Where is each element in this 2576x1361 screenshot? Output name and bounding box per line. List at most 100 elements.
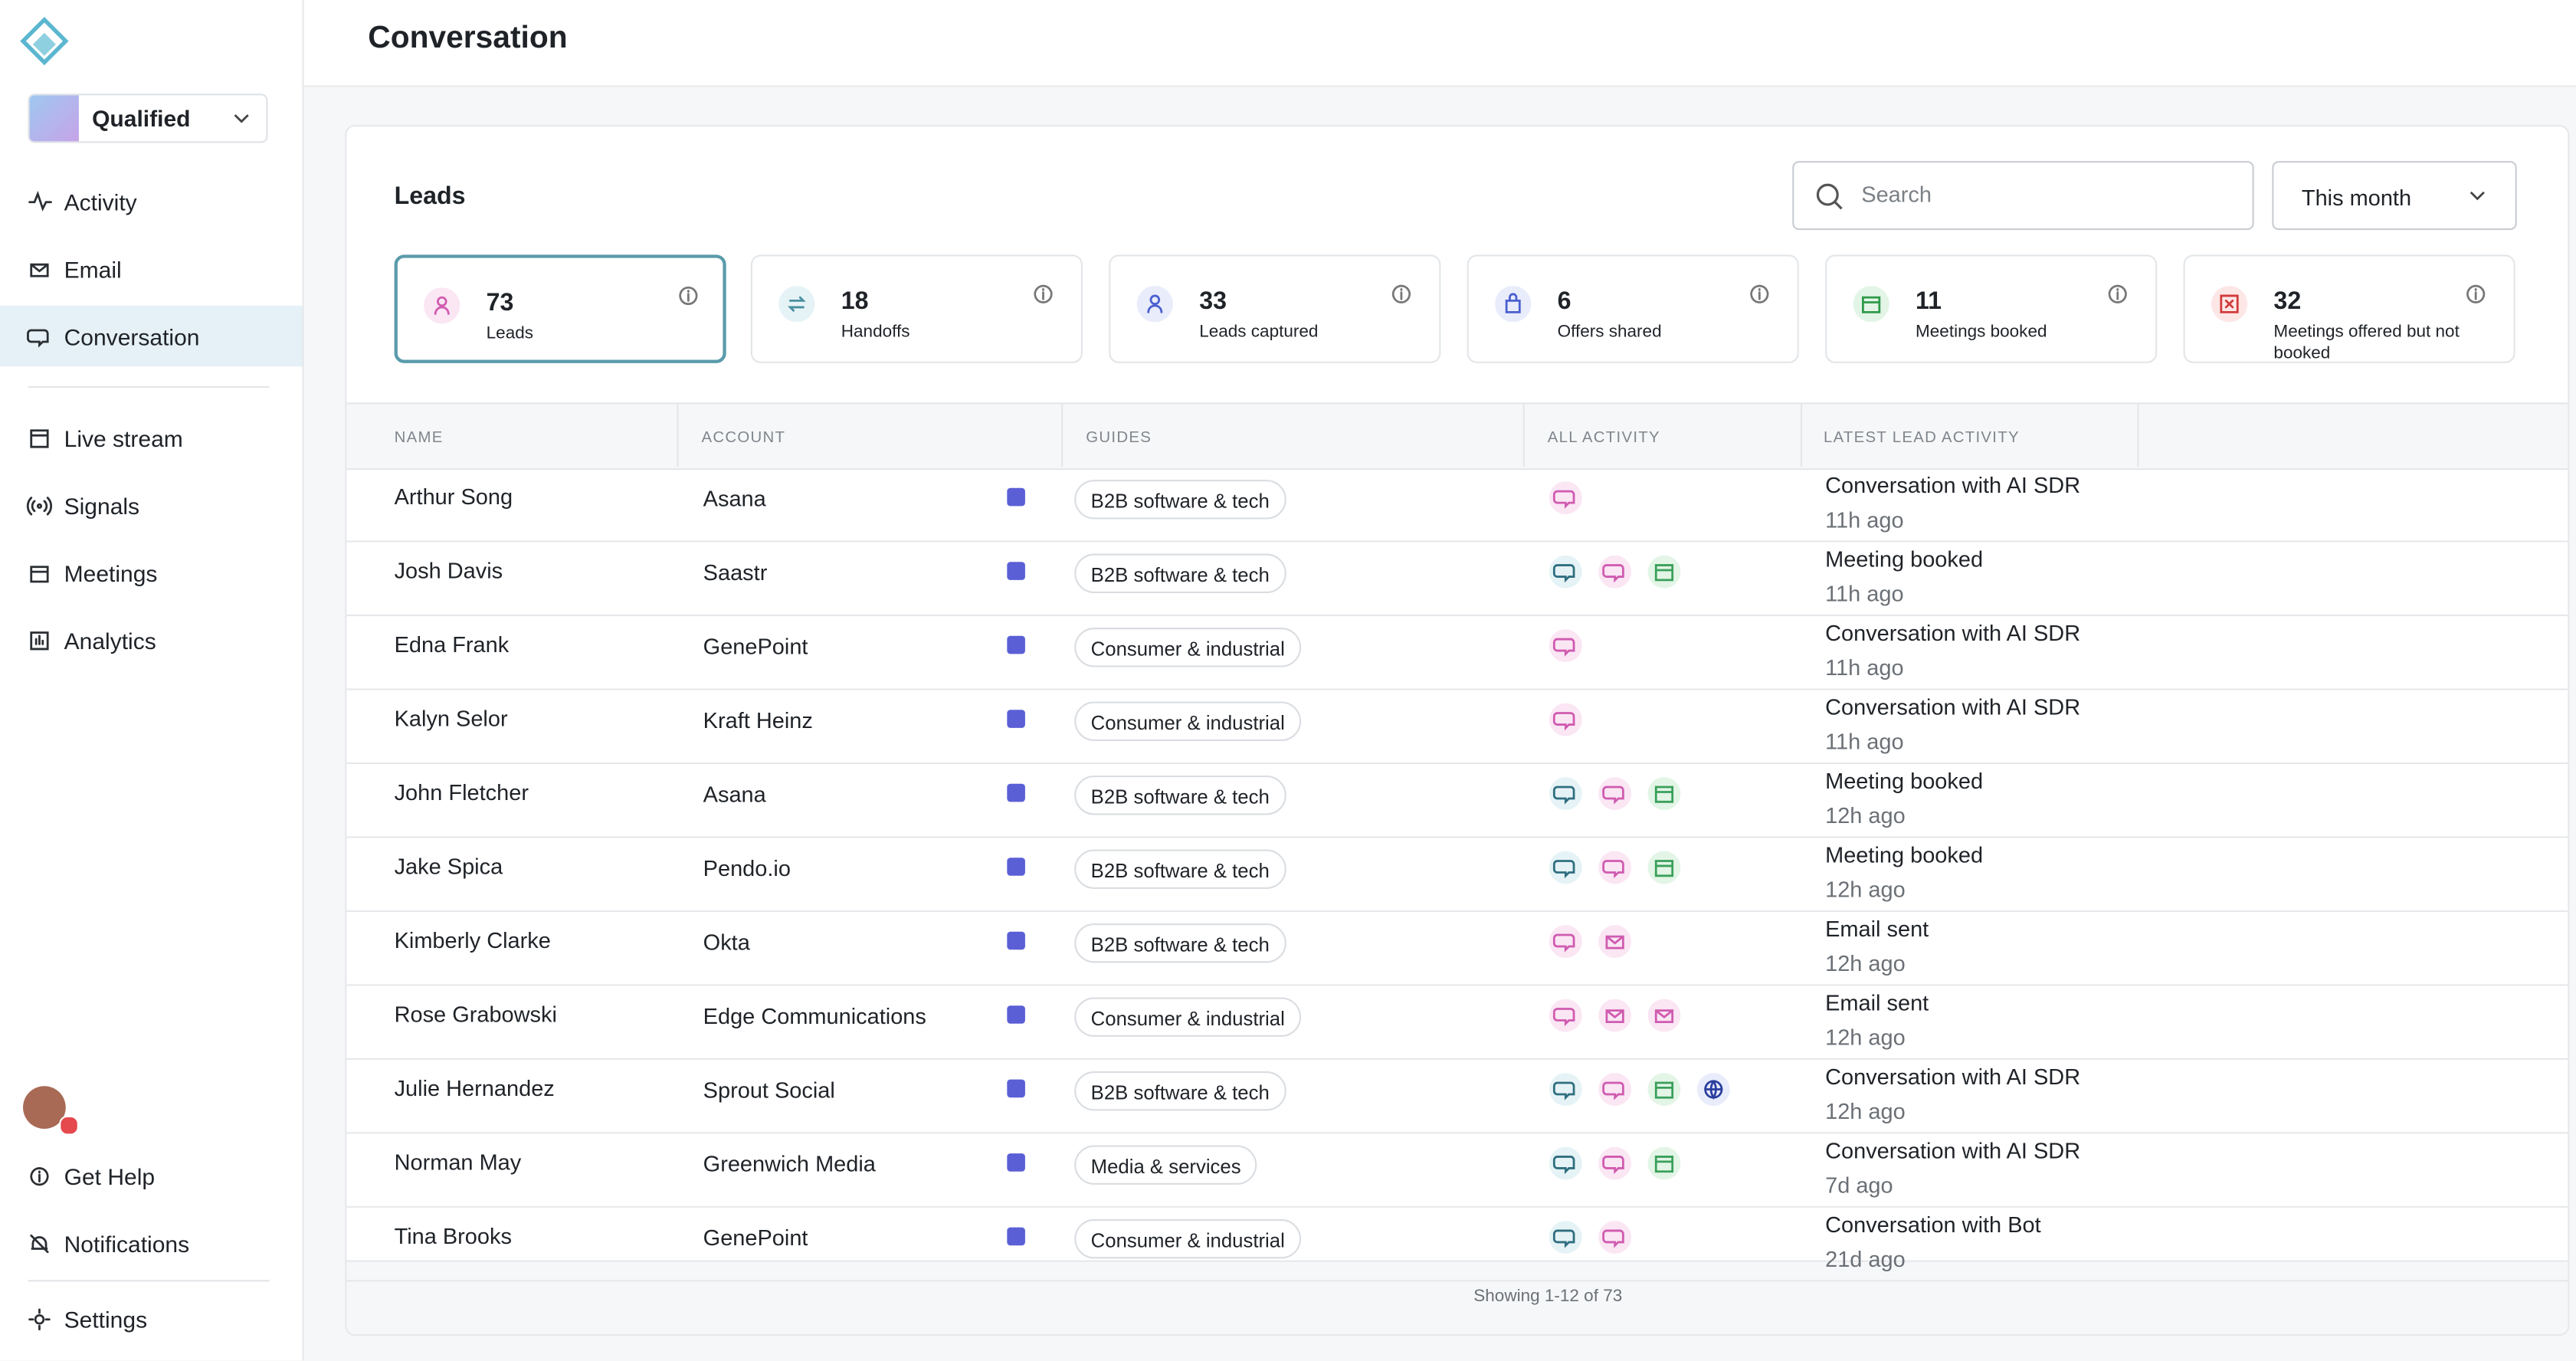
lead-name[interactable]: Arthur Song: [394, 484, 513, 510]
nav-item[interactable]: Email: [0, 238, 303, 299]
icon-glyph: [2220, 294, 2239, 313]
org-name: Qualified: [92, 105, 191, 132]
latest-activity: Conversation with AI SDR: [1825, 473, 2081, 498]
icon-glyph: [1552, 785, 1575, 805]
account-name: Pendo.io: [703, 856, 791, 881]
nav-label: Meetings: [64, 559, 158, 586]
nav-item[interactable]: Settings: [0, 1288, 303, 1349]
icon-glyph: [1602, 1081, 1624, 1100]
icon: [28, 1307, 51, 1330]
icon-glyph: [1602, 564, 1624, 583]
guide-pill: B2B software & tech: [1074, 776, 1286, 815]
row-divider: [346, 540, 2568, 543]
icon: [1647, 777, 1681, 811]
stat-label: Meetings booked: [1916, 322, 2047, 342]
icon-bg: [1647, 555, 1681, 589]
lead-name[interactable]: John Fletcher: [394, 780, 529, 805]
lead-name[interactable]: Julie Hernandez: [394, 1076, 555, 1101]
icon-bg: [1598, 1073, 1632, 1106]
pagination-text: Showing 1-12 of 73: [1473, 1286, 1623, 1307]
icon-glyph: [1654, 785, 1674, 803]
icon: [1549, 555, 1582, 589]
lead-name[interactable]: Norman May: [394, 1149, 522, 1176]
nav-item[interactable]: Live stream: [0, 408, 303, 468]
lead-name[interactable]: Tina Brooks: [394, 1224, 512, 1249]
lead-name[interactable]: Kalyn Selor: [394, 706, 508, 732]
icon: [1495, 286, 1532, 323]
nav-item[interactable]: Activity: [0, 171, 303, 231]
search-box[interactable]: Search: [1792, 161, 2254, 231]
account-name: Asana: [703, 782, 766, 807]
account-icon: [1007, 783, 1025, 802]
column-divider: [1800, 404, 1803, 467]
icon: [30, 631, 49, 650]
activity-time: 7d ago: [1825, 1172, 1893, 1199]
latest-activity: Meeting booked: [1825, 842, 1984, 868]
column-divider: [1061, 404, 1064, 467]
org-select[interactable]: Qualified: [28, 93, 268, 143]
icon-bg: [1549, 629, 1582, 663]
icon-bg: [1598, 851, 1632, 884]
latest-activity: Conversation with AI SDR: [1825, 621, 2081, 646]
lead-name[interactable]: Kimberly Clarke: [394, 928, 551, 953]
account-icon: [1007, 931, 1025, 950]
account-name: Greenwich Media: [703, 1152, 876, 1177]
icon-bg: [1647, 999, 1681, 1032]
icon-glyph: [1654, 1156, 1674, 1173]
icon-glyph: [1654, 1081, 1674, 1099]
icon-glyph: [787, 296, 806, 312]
icon-bg: [1647, 1146, 1681, 1180]
stat-card[interactable]: 11 Meetings booked: [1825, 254, 2158, 363]
activity-time: 12h ago: [1825, 803, 1906, 828]
lead-name[interactable]: Jake Spica: [394, 854, 503, 880]
icon: [30, 1233, 49, 1253]
stat-card[interactable]: 18 Handoffs: [750, 254, 1083, 363]
stat-card[interactable]: 33 Leads captured: [1109, 254, 1441, 363]
account-icon: [1007, 635, 1025, 654]
icon-glyph: [679, 286, 698, 305]
icon-bg: [1598, 1221, 1632, 1254]
lead-name[interactable]: Edna Frank: [394, 632, 510, 658]
latest-activity: Email sent: [1825, 990, 1929, 1016]
icon-glyph: [28, 189, 52, 211]
stat-card[interactable]: 32 Meetings offered but not booked: [2183, 254, 2515, 363]
row-divider: [346, 910, 2568, 912]
row-divider: [346, 1205, 2568, 1208]
icon: [30, 428, 49, 448]
icon-glyph: [1704, 1080, 1723, 1100]
lead-name[interactable]: Josh Davis: [394, 558, 503, 584]
icon-glyph: [30, 262, 49, 277]
column-divider: [677, 404, 679, 467]
stat-card[interactable]: 6 Offers shared: [1467, 254, 1799, 363]
nav-item[interactable]: Get Help: [0, 1145, 303, 1205]
icon: [1549, 1073, 1582, 1106]
nav-item[interactable]: Conversation: [0, 305, 303, 367]
table-header: [346, 402, 2568, 471]
icon-bg: [1853, 286, 1889, 323]
icon: [1598, 1073, 1632, 1106]
icon: [424, 287, 460, 324]
nav-label: Notifications: [64, 1229, 190, 1257]
stat-value: 6: [1557, 287, 1571, 316]
icon-glyph: [1552, 490, 1575, 509]
latest-activity: Email sent: [1825, 917, 1929, 942]
activity-time: 21d ago: [1825, 1247, 1906, 1272]
icon: [778, 286, 815, 323]
icon-bg: [1647, 851, 1681, 884]
nav-item[interactable]: Notifications: [0, 1212, 303, 1273]
nav-item[interactable]: Meetings: [0, 543, 303, 603]
account-name: GenePoint: [703, 1225, 808, 1251]
nav-item[interactable]: Signals: [0, 475, 303, 536]
column-header: ACCOUNT: [701, 428, 786, 448]
icon-bg: [1549, 1146, 1582, 1180]
user-avatar[interactable]: [23, 1086, 66, 1129]
stat-value: 33: [1199, 287, 1227, 316]
nav-item[interactable]: Analytics: [0, 609, 303, 670]
guide-pill: B2B software & tech: [1074, 553, 1286, 594]
stat-card[interactable]: 73 Leads: [394, 254, 726, 363]
period-select[interactable]: This month: [2272, 161, 2517, 231]
lead-name[interactable]: Rose Grabowski: [394, 1002, 557, 1028]
account-icon: [1007, 858, 1025, 876]
account-name: Okta: [703, 930, 750, 955]
icon-glyph: [1605, 935, 1624, 949]
